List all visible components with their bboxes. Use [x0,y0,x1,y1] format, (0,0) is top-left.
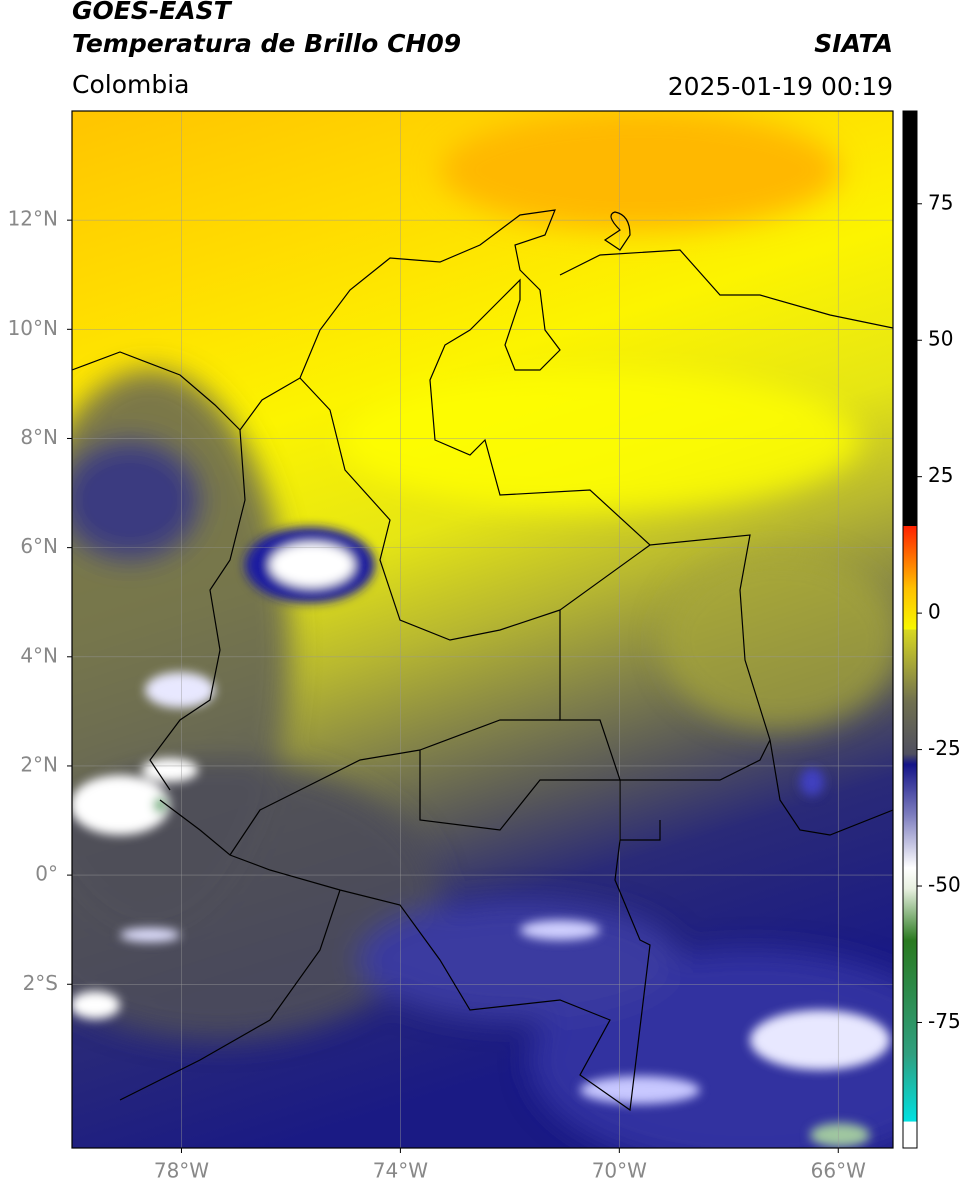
grid [72,111,893,1148]
colorbar-tick-label: -25 [928,736,961,760]
datetime: 2025-01-19 00:19 [668,72,893,101]
colorbar-tick-label: -75 [928,1009,961,1033]
y-tick-label: 6°N [20,534,58,558]
borders [72,209,893,1112]
colorbar-tick-label: 25 [928,463,953,487]
x-tick-label: 74°W [373,1159,428,1183]
colorbar-tick-label: 0 [928,600,941,624]
colorbar-tick-label: -50 [928,873,961,897]
satellite: GOES-EAST [72,0,233,25]
source: SIATA [814,29,893,58]
satellite-image [72,111,893,1148]
y-tick-label: 2°S [23,971,58,995]
x-tick-label: 70°W [592,1159,647,1183]
map-frame [71,110,894,1149]
colorbar [902,110,918,1149]
x-tick-label: 66°W [811,1159,866,1183]
y-tick-label: 8°N [20,425,58,449]
product: Temperatura de Brillo CH09 [72,29,461,58]
colorbar-tick-label: 75 [928,190,953,214]
region: Colombia [72,70,189,99]
colorbar-tick-label: 50 [928,327,953,351]
x-tick-label: 78°W [154,1159,209,1183]
y-tick-label: 2°N [20,752,58,776]
y-tick-label: 12°N [8,207,58,231]
y-tick-label: 10°N [8,316,58,340]
y-tick-label: 0° [35,862,58,886]
y-tick-label: 4°N [20,643,58,667]
